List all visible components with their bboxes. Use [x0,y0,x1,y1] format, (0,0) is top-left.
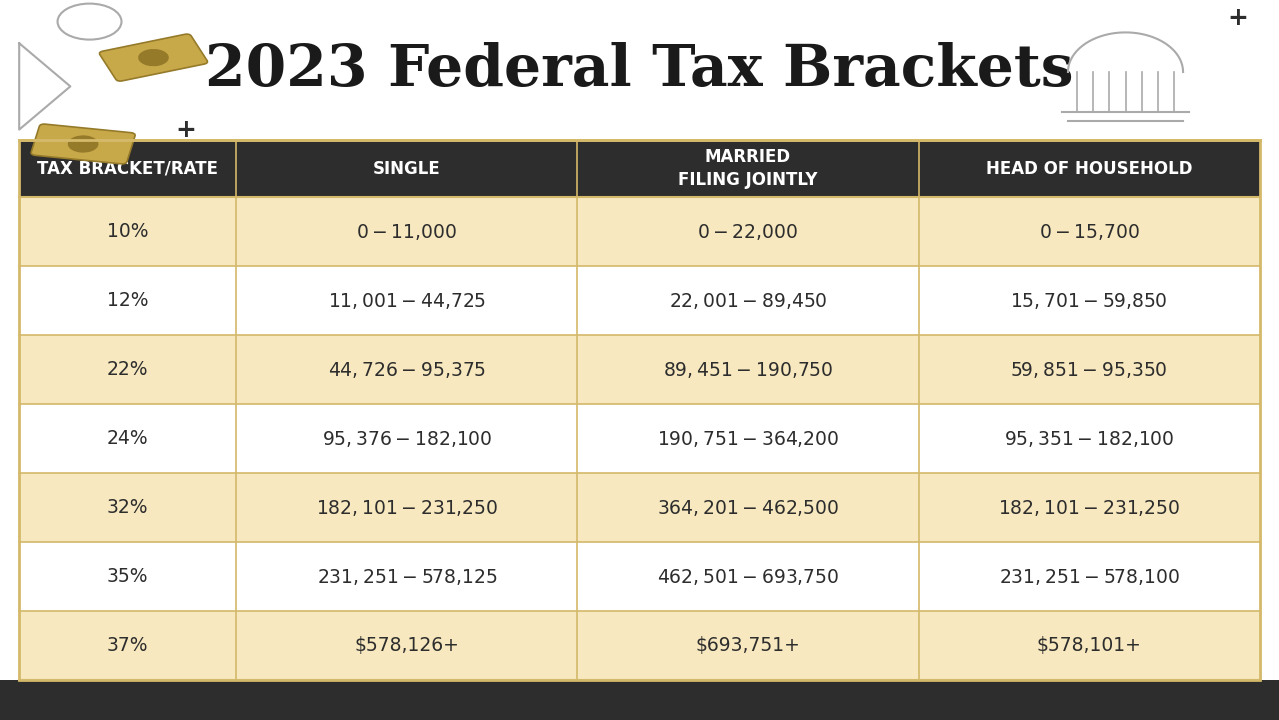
Bar [19,611,1260,680]
Text: $0 - $15,700: $0 - $15,700 [1039,222,1140,242]
FancyBboxPatch shape [31,124,136,164]
Text: 2023 Federal Tax Brackets: 2023 Federal Tax Brackets [205,42,1074,98]
Text: $231,251 - $578,125: $231,251 - $578,125 [316,567,498,587]
Text: 10%: 10% [107,222,148,241]
Bar [19,473,1260,542]
Text: 24%: 24% [107,429,148,449]
Text: $15,701 - $59,850: $15,701 - $59,850 [1010,291,1168,310]
Text: $693,751+: $693,751+ [696,636,801,655]
Text: $182,101 - $231,250: $182,101 - $231,250 [998,498,1181,518]
Text: $190,751 - $364,200: $190,751 - $364,200 [657,428,839,449]
Text: $0 - $11,000: $0 - $11,000 [357,222,458,242]
Bar [0,680,1279,720]
Text: $44,726 - $95,375: $44,726 - $95,375 [327,360,486,379]
Bar [19,140,1260,197]
Text: $578,101+: $578,101+ [1037,636,1142,655]
Text: 37%: 37% [107,636,148,655]
Text: 12%: 12% [107,291,148,310]
Text: $578,126+: $578,126+ [354,636,459,655]
Text: $89,451 - $190,750: $89,451 - $190,750 [663,360,834,379]
Bar [19,404,1260,473]
Circle shape [138,49,169,66]
Text: $95,376 - $182,100: $95,376 - $182,100 [321,428,492,449]
Bar [19,266,1260,336]
Text: +: + [175,117,196,142]
Text: 35%: 35% [107,567,148,586]
Text: $22,001 - $89,450: $22,001 - $89,450 [669,291,828,310]
Text: MARRIED
FILING JOINTLY: MARRIED FILING JOINTLY [678,148,817,189]
Text: $0 - $22,000: $0 - $22,000 [697,222,798,242]
Text: $231,251 - $578,100: $231,251 - $578,100 [999,567,1179,587]
Text: $11,001 - $44,725: $11,001 - $44,725 [327,291,486,310]
Text: +: + [1228,6,1248,30]
Bar [19,336,1260,404]
Text: SINGLE: SINGLE [373,160,441,178]
Bar [19,140,1260,680]
Text: $182,101 - $231,250: $182,101 - $231,250 [316,498,498,518]
Bar [19,197,1260,266]
FancyBboxPatch shape [100,34,207,81]
Text: 22%: 22% [107,360,148,379]
Circle shape [68,135,98,153]
Text: HEAD OF HOUSEHOLD: HEAD OF HOUSEHOLD [986,160,1192,178]
Text: $462,501 - $693,750: $462,501 - $693,750 [657,567,839,587]
Text: $364,201 - $462,500: $364,201 - $462,500 [657,498,839,518]
Text: $95,351 - $182,100: $95,351 - $182,100 [1004,428,1174,449]
Text: TAX BRACKET/RATE: TAX BRACKET/RATE [37,160,219,178]
Text: 32%: 32% [107,498,148,517]
Bar [19,542,1260,611]
Text: $59,851 - $95,350: $59,851 - $95,350 [1010,360,1168,379]
